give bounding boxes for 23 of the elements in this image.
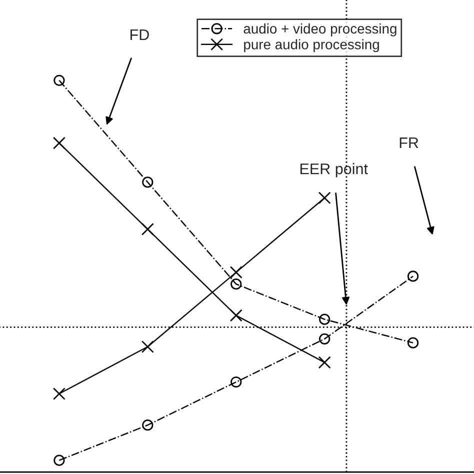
point bbox=[318, 192, 331, 204]
point bbox=[319, 333, 330, 344]
point bbox=[52, 388, 66, 400]
legend-label: pure audio processing bbox=[244, 39, 379, 52]
text: FD bbox=[130, 29, 149, 40]
point bbox=[141, 222, 154, 236]
point bbox=[52, 136, 66, 150]
point bbox=[230, 309, 242, 322]
point bbox=[54, 74, 65, 86]
legend-label: audio + video processing bbox=[244, 23, 396, 36]
annotation: EER point bbox=[300, 163, 368, 178]
point bbox=[142, 420, 154, 431]
annotation: FR bbox=[400, 138, 418, 148]
point bbox=[407, 270, 419, 282]
point bbox=[230, 278, 242, 290]
point bbox=[54, 454, 65, 466]
point bbox=[230, 266, 242, 279]
point bbox=[318, 356, 331, 369]
point bbox=[141, 340, 154, 353]
point bbox=[142, 176, 154, 188]
point bbox=[230, 376, 242, 388]
point bbox=[407, 337, 419, 348]
point bbox=[319, 314, 330, 325]
